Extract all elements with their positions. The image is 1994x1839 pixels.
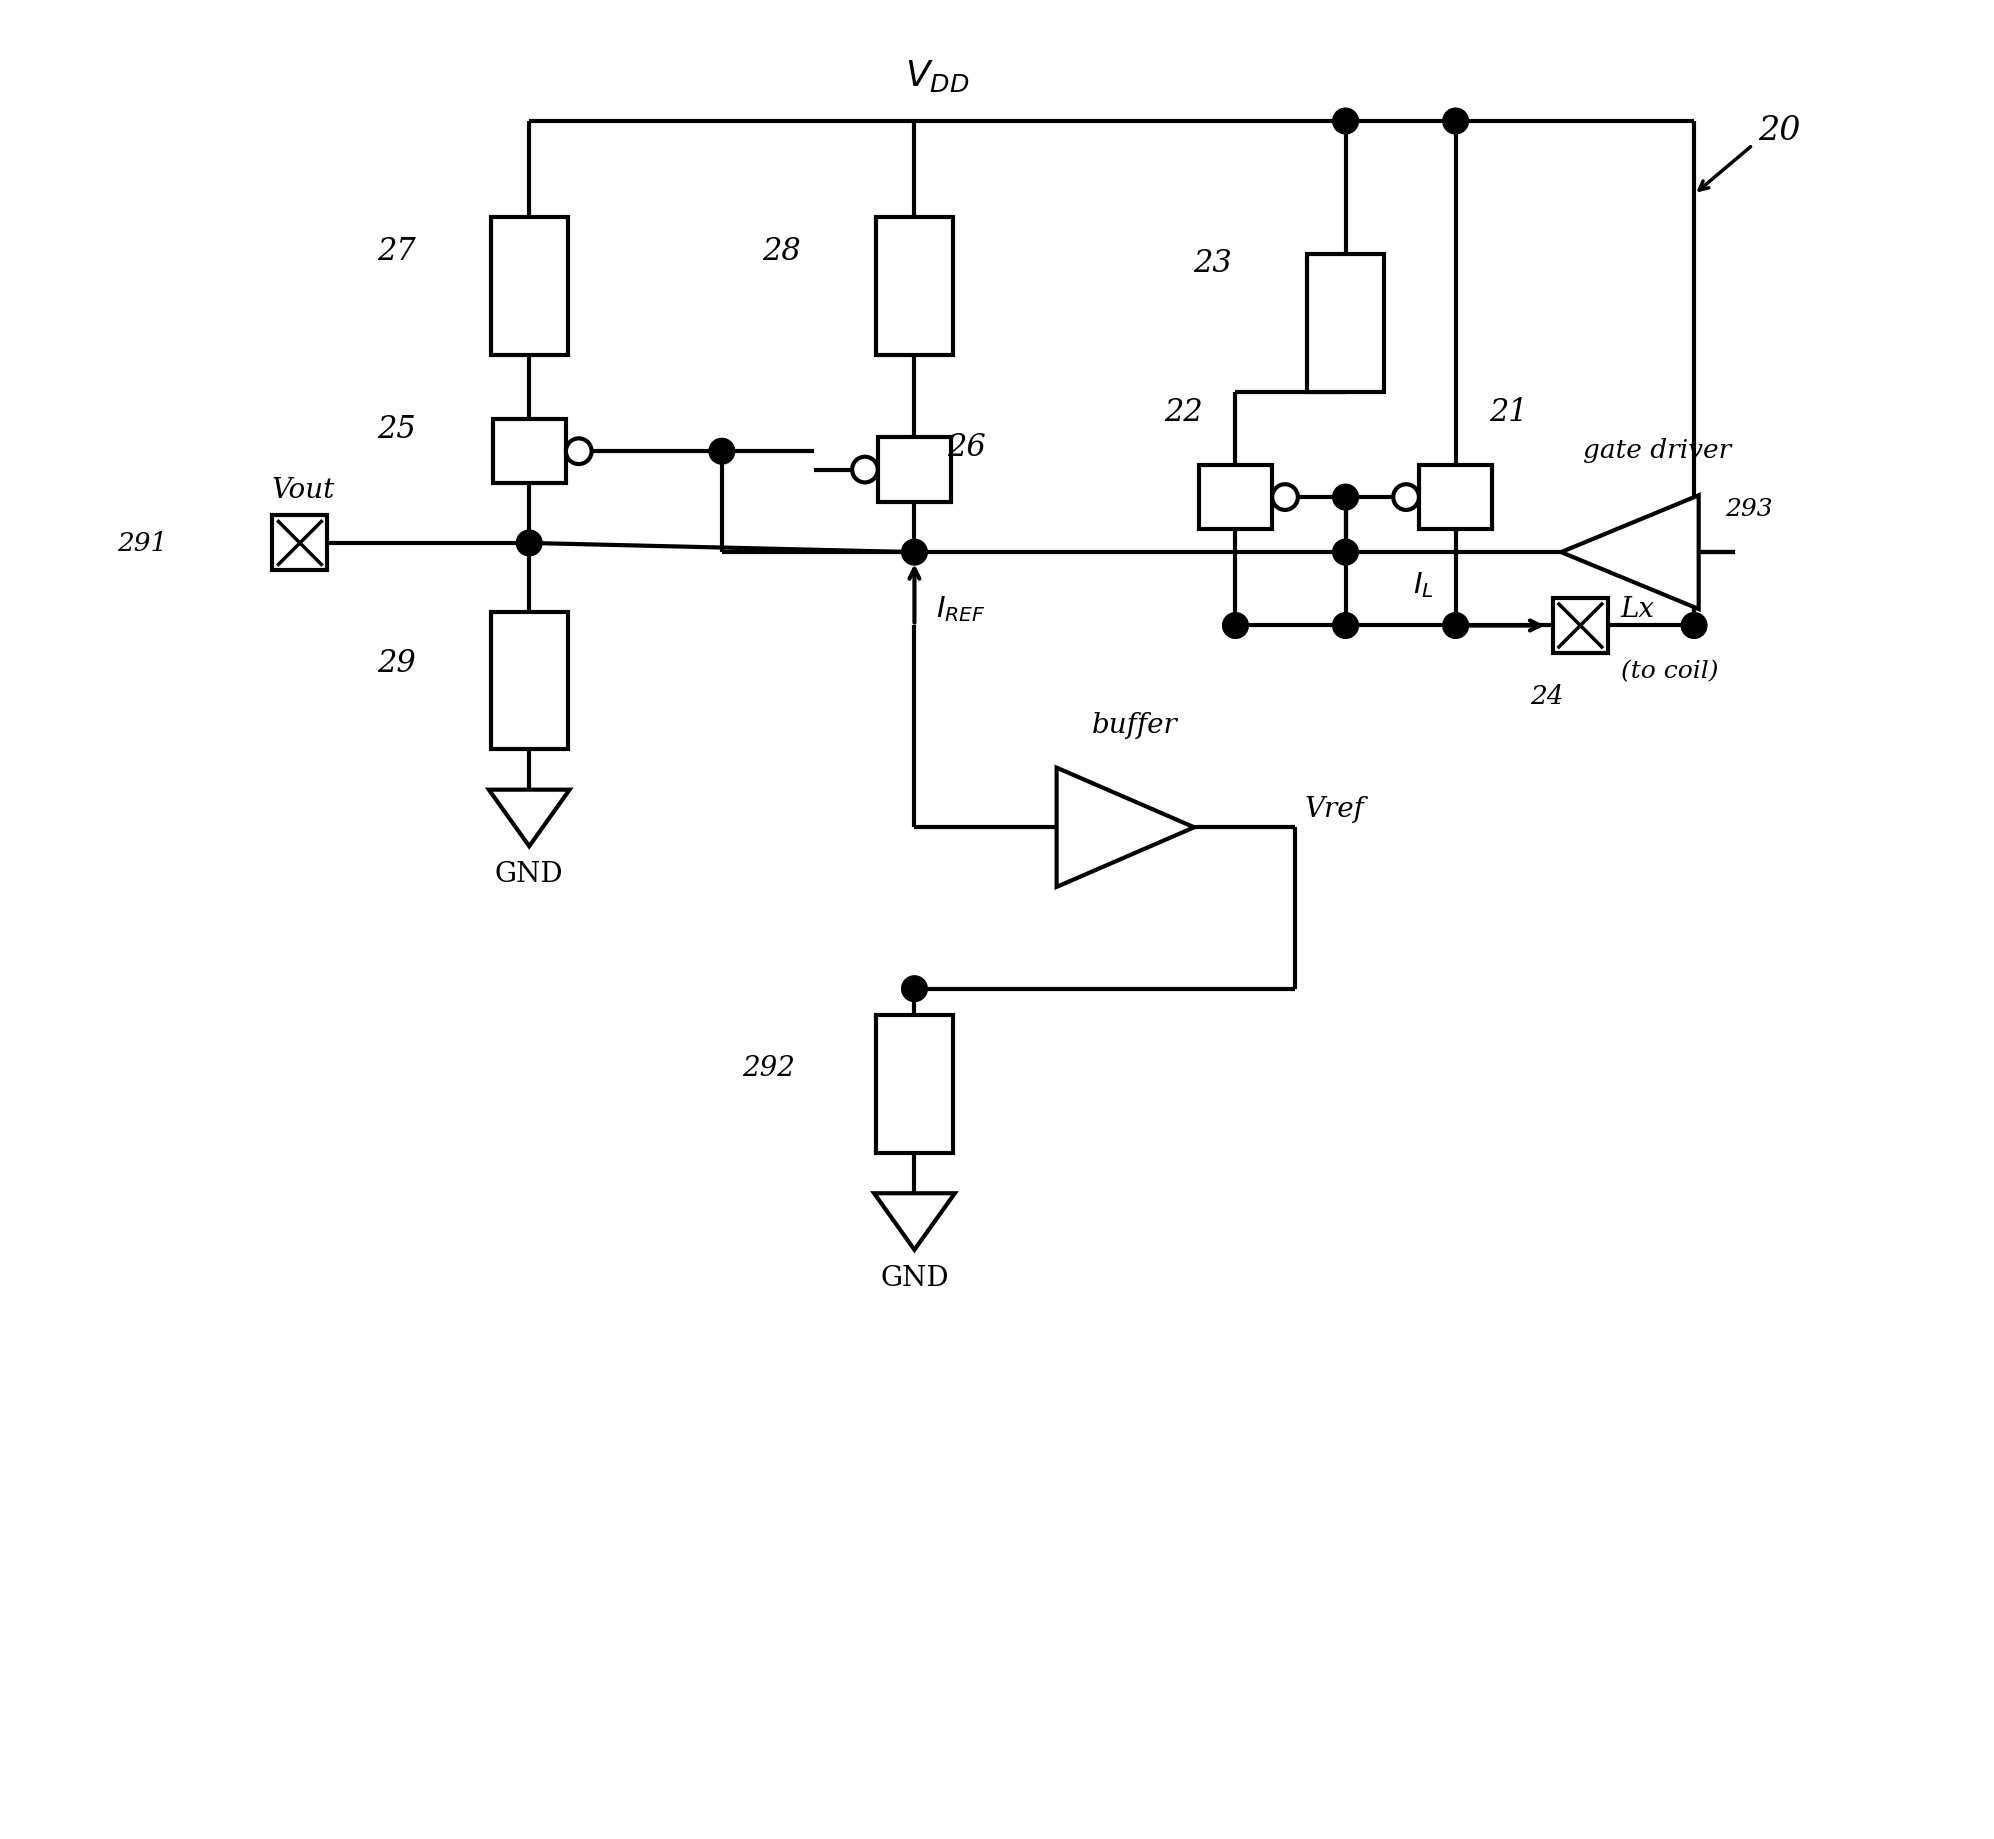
Circle shape [566, 440, 592, 465]
Text: 21: 21 [1490, 397, 1527, 428]
Circle shape [1332, 614, 1358, 638]
Polygon shape [489, 791, 570, 846]
Text: Vout: Vout [271, 476, 335, 504]
Text: Lx: Lx [1621, 596, 1655, 623]
Text: 28: 28 [762, 235, 802, 267]
Circle shape [901, 541, 927, 566]
Circle shape [1272, 485, 1298, 511]
Circle shape [1222, 614, 1248, 638]
Bar [273, 517, 327, 572]
Text: 293: 293 [1725, 498, 1773, 520]
Bar [1553, 600, 1607, 653]
Text: gate driver: gate driver [1583, 438, 1731, 462]
Text: 23: 23 [1192, 248, 1232, 280]
Text: 24: 24 [1531, 682, 1563, 708]
Circle shape [901, 977, 927, 1002]
Circle shape [1332, 485, 1358, 511]
Text: (to coil): (to coil) [1621, 660, 1719, 682]
Polygon shape [1057, 769, 1194, 888]
Bar [493, 419, 566, 484]
Text: $V_{DD}$: $V_{DD}$ [905, 59, 969, 94]
Circle shape [1332, 109, 1358, 134]
Bar [1198, 465, 1272, 530]
Text: 29: 29 [377, 647, 415, 679]
Text: Vref: Vref [1304, 796, 1364, 822]
Circle shape [516, 531, 542, 557]
Bar [491, 612, 568, 750]
Text: 22: 22 [1164, 397, 1202, 428]
Text: buffer: buffer [1091, 712, 1178, 739]
Circle shape [710, 440, 734, 465]
Text: $I_{REF}$: $I_{REF}$ [937, 594, 987, 623]
Bar [875, 1015, 953, 1153]
Text: 291: 291 [118, 531, 167, 555]
Circle shape [1444, 614, 1468, 638]
Bar [1420, 465, 1492, 530]
Bar [1306, 256, 1384, 392]
Circle shape [1394, 485, 1420, 511]
Circle shape [1444, 109, 1468, 134]
Text: $I_L$: $I_L$ [1414, 570, 1434, 600]
Text: GND: GND [495, 861, 564, 888]
Text: 20: 20 [1759, 116, 1801, 147]
Text: 292: 292 [742, 1054, 796, 1081]
Polygon shape [873, 1194, 955, 1251]
Bar [875, 219, 953, 355]
Circle shape [1681, 614, 1707, 638]
Bar [491, 219, 568, 355]
Text: 27: 27 [377, 235, 415, 267]
Text: GND: GND [879, 1263, 949, 1291]
Text: 25: 25 [377, 414, 415, 445]
Bar [877, 438, 951, 502]
Text: 26: 26 [947, 432, 987, 463]
Circle shape [1332, 541, 1358, 566]
Polygon shape [1561, 497, 1699, 611]
Circle shape [851, 458, 877, 484]
